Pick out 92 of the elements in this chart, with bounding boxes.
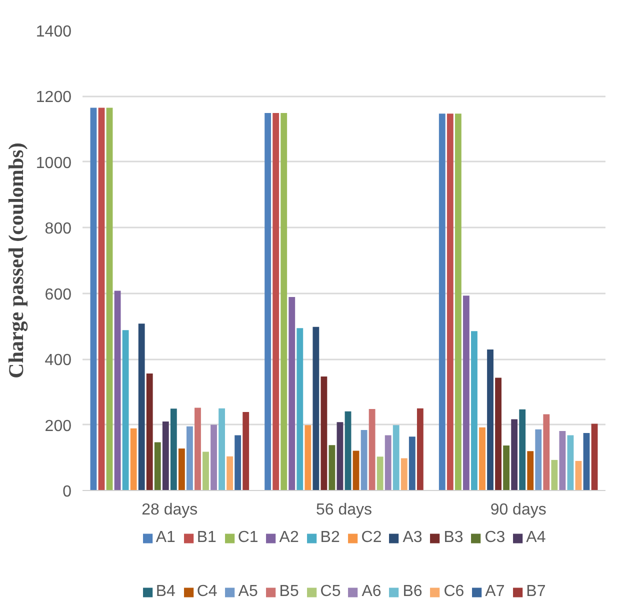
bar bbox=[567, 435, 574, 490]
bar bbox=[226, 456, 234, 490]
bar bbox=[583, 433, 590, 490]
bar bbox=[527, 451, 534, 490]
legend-label: B6 bbox=[402, 583, 423, 601]
bar bbox=[384, 435, 392, 490]
bar bbox=[242, 412, 250, 490]
bar bbox=[559, 431, 566, 490]
y-tick-label: 1200 bbox=[36, 89, 72, 106]
bar bbox=[487, 350, 494, 490]
legend-label: A6 bbox=[362, 583, 382, 601]
bar bbox=[98, 108, 105, 490]
legend-label: A1 bbox=[156, 529, 176, 547]
bar bbox=[272, 112, 280, 490]
legend-label: C3 bbox=[484, 529, 506, 547]
y-axis-title: Charge passed (coulombs) bbox=[4, 142, 28, 378]
legend-label: B7 bbox=[526, 583, 546, 601]
bar bbox=[170, 408, 177, 490]
legend-label: A4 bbox=[526, 529, 546, 547]
bar bbox=[471, 331, 478, 490]
legend-label: C2 bbox=[361, 529, 382, 547]
y-tick-label: 800 bbox=[44, 220, 72, 238]
legend-label: B2 bbox=[320, 529, 340, 547]
bar bbox=[511, 419, 518, 490]
bar bbox=[178, 448, 185, 490]
bar bbox=[400, 458, 408, 490]
bar bbox=[575, 460, 582, 490]
bar bbox=[479, 427, 486, 490]
bar bbox=[194, 408, 201, 490]
legend-label: B5 bbox=[279, 583, 300, 601]
bar bbox=[360, 430, 368, 490]
legend-label: C5 bbox=[320, 583, 341, 601]
legend-label: C6 bbox=[444, 583, 464, 601]
bar bbox=[376, 456, 384, 490]
legend-label: A7 bbox=[485, 583, 506, 601]
y-tick-label: 400 bbox=[44, 352, 72, 370]
bar bbox=[408, 436, 416, 490]
bar bbox=[162, 422, 169, 490]
bar bbox=[352, 450, 360, 490]
y-tick-label: 0 bbox=[62, 484, 72, 500]
legend-label: B3 bbox=[444, 529, 464, 547]
bar bbox=[495, 378, 502, 490]
legend-label: A3 bbox=[402, 529, 423, 547]
y-tick-label: 1000 bbox=[36, 154, 72, 172]
bar bbox=[264, 112, 272, 490]
x-tick-label: 56 days bbox=[316, 502, 372, 518]
y-tick-label: 600 bbox=[44, 286, 72, 304]
bar bbox=[463, 296, 470, 490]
bar bbox=[304, 425, 312, 490]
bar bbox=[138, 324, 145, 490]
bar bbox=[591, 424, 598, 490]
bar bbox=[114, 290, 121, 490]
bar bbox=[130, 428, 137, 490]
legend-label: C4 bbox=[196, 583, 218, 601]
bar bbox=[446, 114, 454, 490]
bar bbox=[454, 114, 462, 490]
bar bbox=[90, 108, 97, 490]
bar bbox=[186, 426, 193, 490]
bar bbox=[312, 326, 320, 490]
bar bbox=[519, 409, 526, 490]
bar bbox=[543, 414, 550, 490]
legend-label: A2 bbox=[279, 529, 300, 547]
bar bbox=[106, 108, 113, 490]
bar bbox=[368, 409, 376, 490]
legend-label: B4 bbox=[156, 583, 176, 601]
bar bbox=[551, 460, 558, 490]
bar bbox=[328, 445, 336, 490]
bar bbox=[280, 112, 288, 490]
bar bbox=[122, 330, 129, 490]
legend-label: A5 bbox=[238, 583, 258, 601]
legend-label: B1 bbox=[196, 529, 217, 547]
bar bbox=[296, 328, 304, 490]
bar bbox=[503, 445, 510, 490]
bar bbox=[146, 374, 153, 490]
bar bbox=[210, 424, 217, 490]
bar bbox=[234, 435, 242, 490]
bar bbox=[535, 429, 542, 490]
bar bbox=[218, 408, 225, 490]
x-tick-label: 90 days bbox=[490, 502, 546, 518]
bar bbox=[392, 425, 400, 490]
y-tick-label: 1400 bbox=[36, 24, 72, 40]
bar bbox=[154, 442, 161, 490]
bar bbox=[344, 411, 352, 490]
bar bbox=[288, 296, 296, 490]
bar bbox=[438, 114, 446, 490]
x-tick-label: 28 days bbox=[142, 502, 198, 518]
bar bbox=[336, 422, 344, 490]
bar bbox=[320, 376, 328, 490]
legend-label: C1 bbox=[238, 529, 258, 547]
bar bbox=[416, 408, 424, 490]
y-tick-label: 200 bbox=[44, 418, 72, 435]
bar bbox=[202, 452, 209, 490]
